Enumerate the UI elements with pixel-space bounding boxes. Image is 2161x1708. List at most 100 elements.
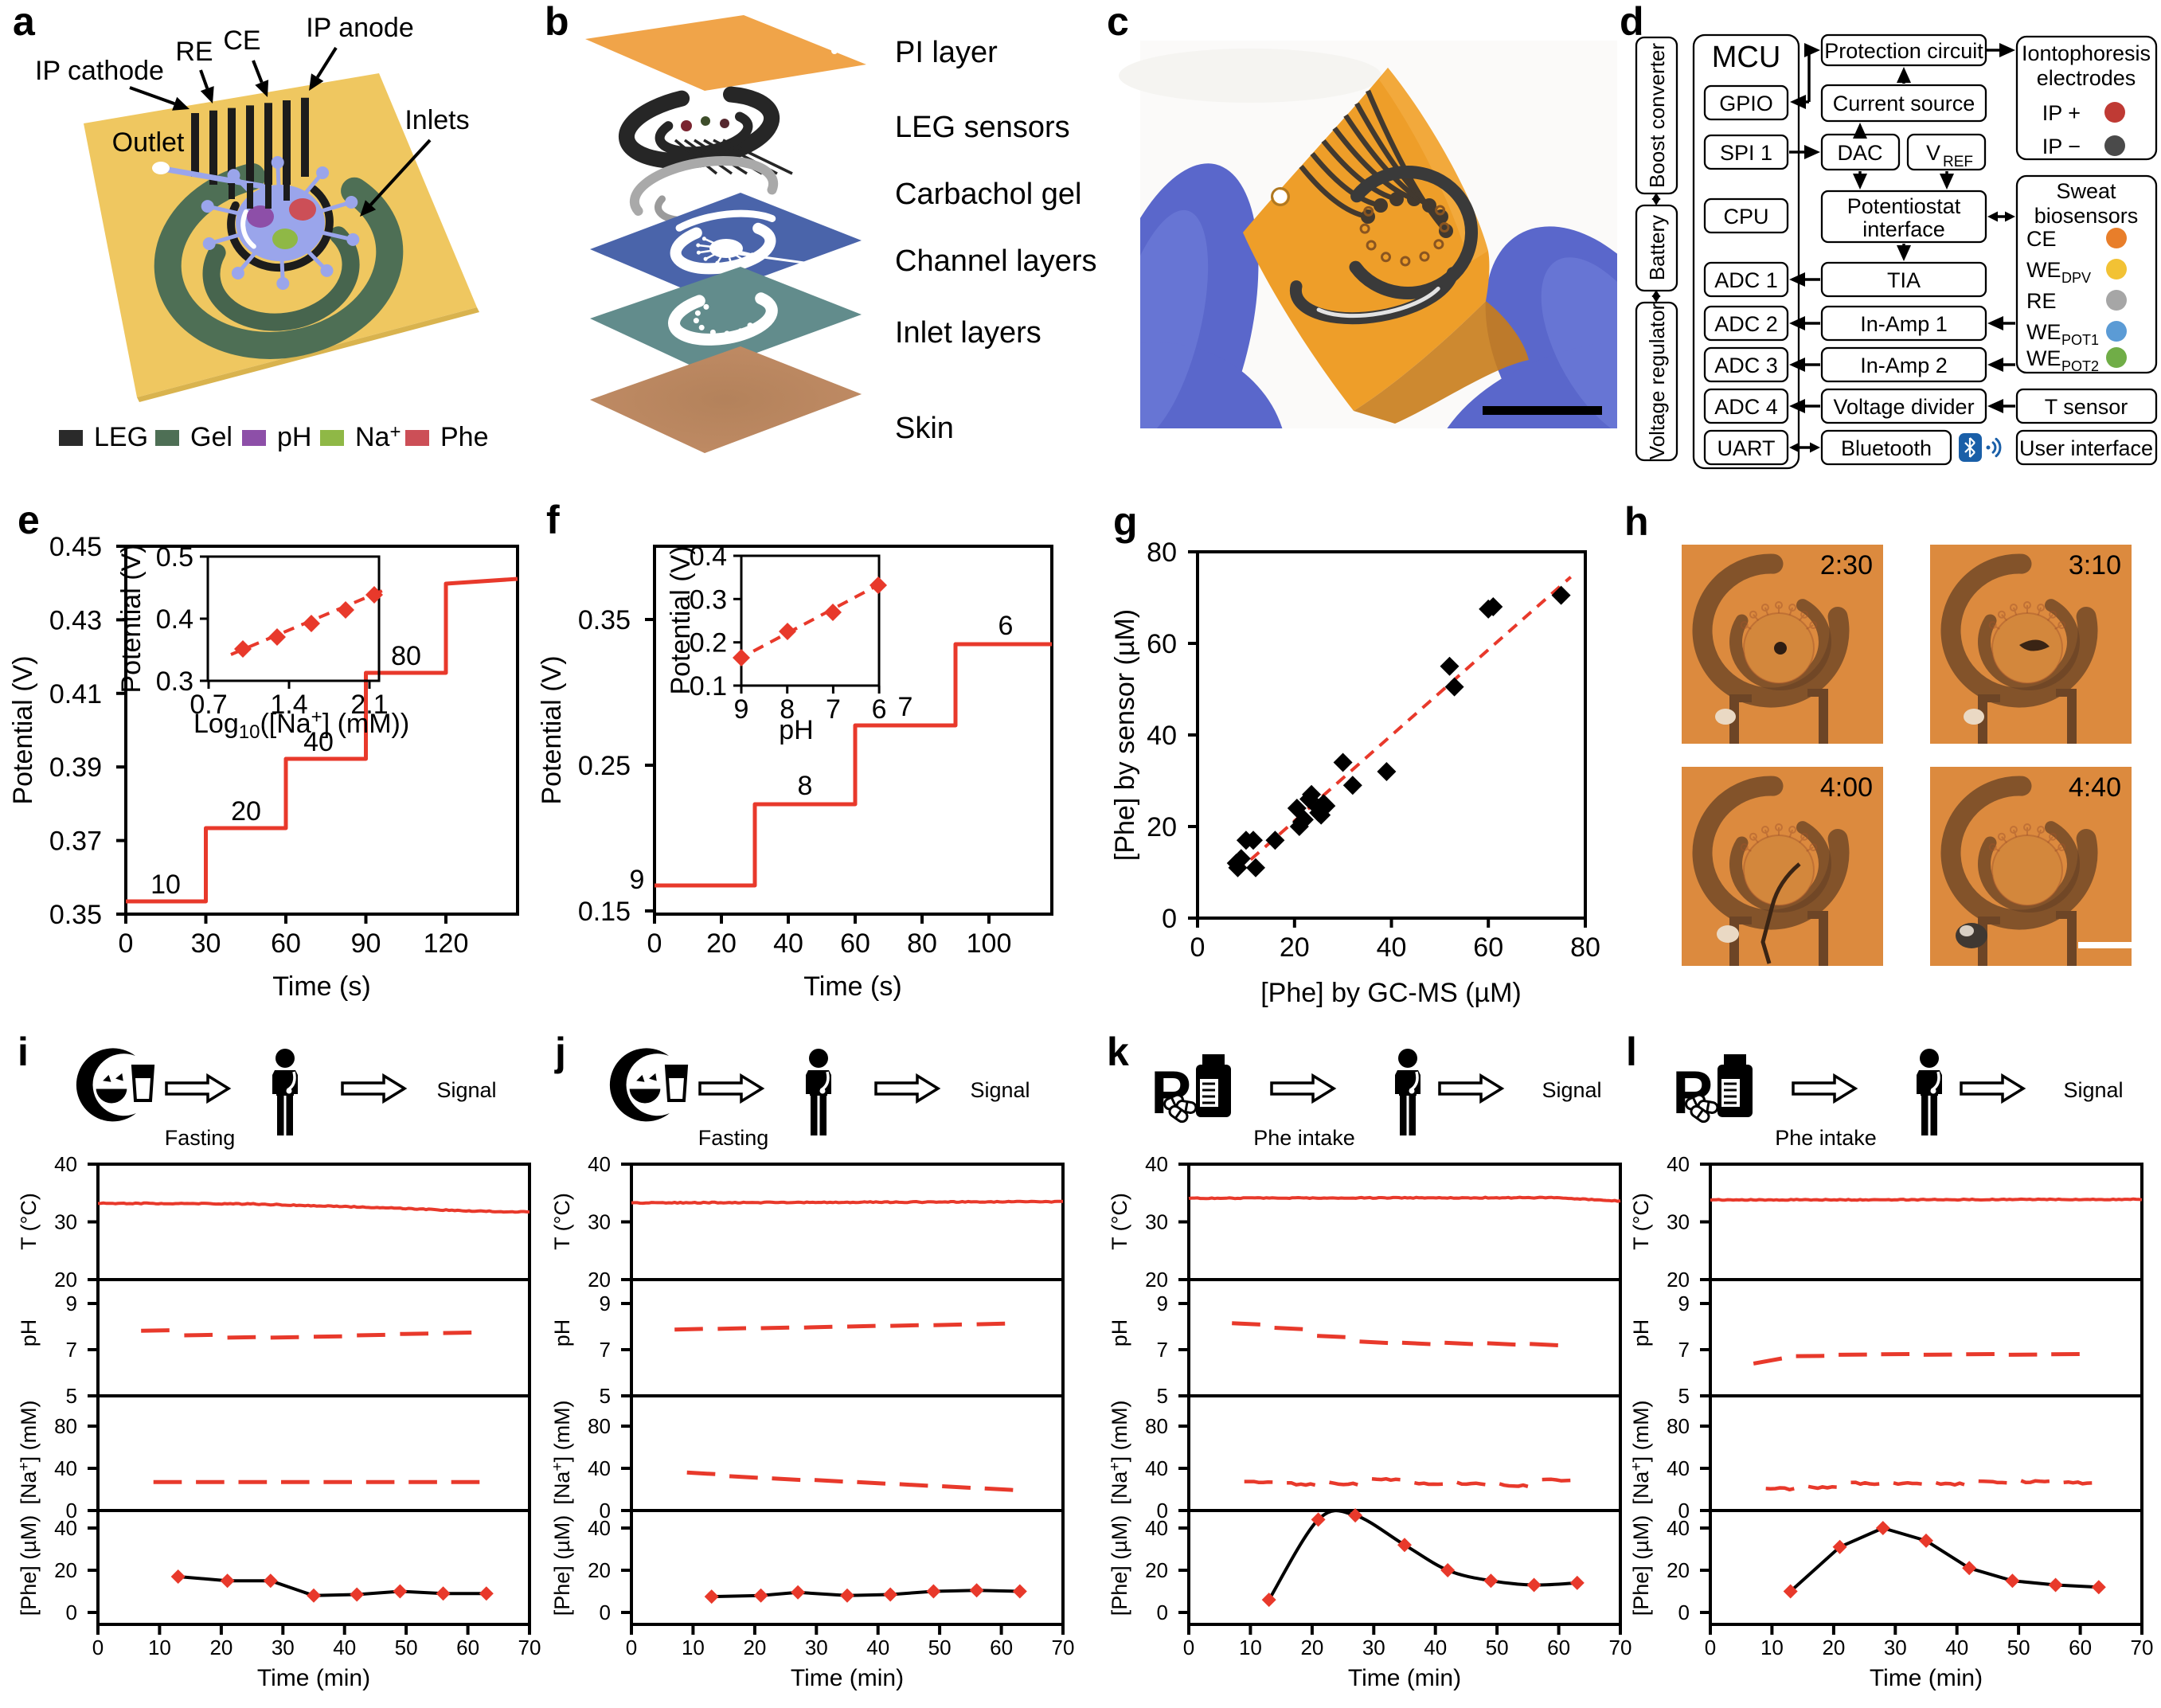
- svg-text:40: 40: [333, 1636, 356, 1659]
- svg-text:20: 20: [54, 1268, 77, 1292]
- svg-text:30: 30: [1362, 1636, 1385, 1659]
- svg-text:0.43: 0.43: [49, 605, 102, 635]
- svg-text:0.45: 0.45: [49, 532, 102, 562]
- svg-text:Signal: Signal: [2063, 1078, 2123, 1102]
- svg-text:7: 7: [66, 1338, 77, 1362]
- svg-text:60: 60: [456, 1636, 479, 1659]
- svg-text:0: 0: [66, 1601, 77, 1624]
- svg-text:20: 20: [1280, 932, 1310, 963]
- svg-text:0: 0: [1157, 1601, 1168, 1624]
- svg-text:30: 30: [191, 928, 221, 959]
- svg-text:CPU: CPU: [1723, 205, 1768, 229]
- svg-text:40: 40: [54, 1456, 77, 1480]
- svg-text:j: j: [554, 1030, 566, 1074]
- svg-text:20: 20: [209, 1636, 233, 1659]
- svg-text:50: 50: [1486, 1636, 1509, 1659]
- svg-text:Time (s): Time (s): [272, 971, 370, 1002]
- svg-text:40: 40: [1424, 1636, 1447, 1659]
- svg-text:Potential (V): Potential (V): [666, 545, 696, 694]
- svg-text:T (°C): T (°C): [1108, 1193, 1131, 1250]
- svg-text:7: 7: [600, 1338, 611, 1362]
- svg-text:biosensors: biosensors: [2034, 204, 2139, 228]
- svg-text:IP −: IP −: [2042, 135, 2081, 158]
- svg-text:70: 70: [1052, 1636, 1075, 1659]
- svg-text:Skin: Skin: [895, 412, 954, 445]
- svg-text:30: 30: [1145, 1210, 1168, 1234]
- svg-text:20: 20: [1145, 1268, 1168, 1292]
- svg-text:WE: WE: [2026, 346, 2061, 370]
- svg-text:30: 30: [588, 1210, 611, 1234]
- svg-text:0.15: 0.15: [578, 897, 631, 927]
- svg-text:Gel: Gel: [190, 422, 233, 452]
- svg-text:20: 20: [1822, 1636, 1845, 1659]
- svg-text:k: k: [1107, 1030, 1129, 1074]
- svg-text:CE: CE: [223, 25, 260, 56]
- svg-text:10: 10: [682, 1636, 705, 1659]
- svg-text:30: 30: [1667, 1210, 1690, 1234]
- svg-text:0: 0: [1678, 1601, 1690, 1624]
- svg-text:Fasting: Fasting: [698, 1126, 769, 1150]
- svg-text:7: 7: [826, 694, 841, 725]
- svg-text:T (°C): T (°C): [17, 1193, 41, 1250]
- svg-text:LEG: LEG: [94, 422, 148, 452]
- svg-text:30: 30: [805, 1636, 828, 1659]
- svg-text:Fasting: Fasting: [165, 1126, 236, 1150]
- svg-text:Time (min): Time (min): [1348, 1665, 1461, 1691]
- svg-text:80: 80: [907, 928, 937, 959]
- svg-text:5: 5: [1157, 1384, 1168, 1408]
- svg-text:REF: REF: [1943, 154, 1973, 170]
- svg-text:CE: CE: [2026, 227, 2057, 251]
- svg-text:[Na+] (mM): [Na+] (mM): [1107, 1400, 1131, 1504]
- svg-text:[Na+] (mM): [Na+] (mM): [549, 1400, 574, 1504]
- svg-text:Sweat: Sweat: [2056, 179, 2116, 203]
- svg-text:User interface: User interface: [2019, 436, 2153, 460]
- svg-text:RE: RE: [175, 37, 213, 67]
- svg-text:40: 40: [1667, 1152, 1690, 1176]
- svg-text:Outlet: Outlet: [112, 127, 185, 158]
- svg-text:0: 0: [1190, 932, 1206, 963]
- svg-text:WE: WE: [2026, 258, 2061, 282]
- svg-text:0: 0: [119, 928, 134, 959]
- svg-text:40: 40: [1145, 1456, 1168, 1480]
- svg-text:[Phe] (µM): [Phe] (µM): [17, 1515, 41, 1616]
- svg-text:Phe intake: Phe intake: [1775, 1126, 1877, 1150]
- svg-text:40: 40: [588, 1516, 611, 1540]
- svg-text:In-Amp 2: In-Amp 2: [1860, 354, 1948, 377]
- svg-text:d: d: [1620, 0, 1644, 44]
- svg-text:9: 9: [734, 694, 749, 725]
- svg-text:0: 0: [647, 928, 662, 959]
- svg-text:80: 80: [391, 641, 421, 671]
- svg-text:80: 80: [1145, 1414, 1168, 1438]
- svg-text:50: 50: [928, 1636, 952, 1659]
- svg-text:[Phe] (µM): [Phe] (µM): [550, 1515, 574, 1616]
- svg-text:20: 20: [1147, 812, 1177, 842]
- svg-text:MCU: MCU: [1712, 41, 1781, 74]
- svg-text:30: 30: [272, 1636, 295, 1659]
- svg-text:Phe intake: Phe intake: [1253, 1126, 1355, 1150]
- svg-text:[Phe] (µM): [Phe] (µM): [1108, 1515, 1131, 1616]
- svg-text:0.35: 0.35: [578, 605, 631, 635]
- svg-text:Signal: Signal: [1542, 1078, 1601, 1102]
- svg-text:20: 20: [231, 796, 261, 827]
- svg-text:20: 20: [706, 928, 737, 959]
- svg-text:Log10([Na+] (mM)): Log10([Na+] (mM)): [193, 706, 409, 743]
- svg-text:0: 0: [1183, 1636, 1194, 1659]
- svg-text:40: 40: [1145, 1152, 1168, 1176]
- svg-text:40: 40: [1147, 721, 1177, 751]
- svg-text:Voltage regulator: Voltage regulator: [1645, 303, 1669, 459]
- svg-text:PI layer: PI layer: [895, 36, 998, 69]
- svg-text:20: 20: [1145, 1558, 1168, 1582]
- svg-text:POT1: POT1: [2061, 332, 2099, 348]
- svg-text:0.37: 0.37: [49, 827, 102, 857]
- svg-text:3:10: 3:10: [2069, 550, 2121, 580]
- svg-text:ADC 4: ADC 4: [1714, 395, 1778, 419]
- svg-text:i: i: [18, 1030, 29, 1074]
- svg-text:9: 9: [630, 865, 645, 895]
- svg-text:20: 20: [588, 1268, 611, 1292]
- svg-text:20: 20: [1667, 1268, 1690, 1292]
- svg-text:80: 80: [1667, 1414, 1690, 1438]
- svg-text:80: 80: [54, 1414, 77, 1438]
- svg-text:c: c: [1107, 0, 1129, 44]
- svg-text:h: h: [1624, 499, 1649, 544]
- svg-text:4:40: 4:40: [2069, 772, 2121, 803]
